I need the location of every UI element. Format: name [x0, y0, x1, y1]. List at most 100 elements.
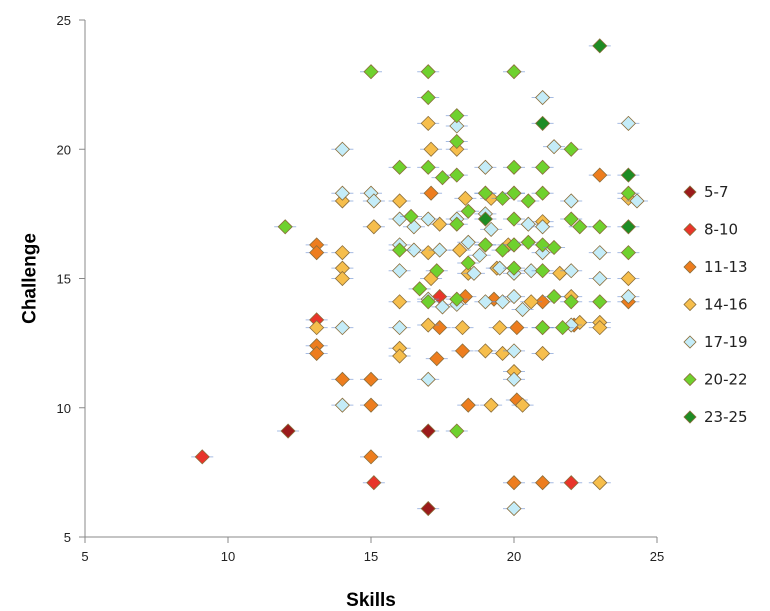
data-point [429, 263, 445, 279]
data-point [449, 291, 465, 307]
data-point [429, 351, 445, 367]
series-8-10 [191, 289, 583, 491]
data-point [546, 289, 562, 305]
data-point [494, 242, 511, 258]
data-point [520, 234, 536, 250]
data-point [552, 265, 568, 281]
data-point [506, 475, 522, 491]
series-23-25 [474, 38, 640, 235]
data-point [420, 371, 436, 387]
data-point [620, 167, 636, 183]
data-point [363, 64, 379, 80]
data-point [592, 294, 608, 310]
data-point [535, 294, 551, 310]
data-point [535, 245, 551, 261]
data-point [403, 208, 419, 225]
data-point [277, 219, 293, 235]
x-axis-title: Skills [346, 590, 396, 611]
data-point [592, 320, 608, 336]
y-tick-label: 15 [57, 272, 71, 287]
data-point [309, 320, 325, 336]
data-point [477, 211, 493, 227]
data-point [506, 500, 522, 517]
data-point [520, 193, 536, 209]
data-point [420, 64, 436, 80]
data-point [535, 159, 551, 175]
data-point [477, 237, 493, 253]
legend-label: 17-19 [704, 333, 748, 351]
legend-marker [683, 222, 697, 237]
series-14-16 [305, 115, 640, 491]
data-point [452, 242, 468, 258]
data-point [334, 371, 350, 387]
data-point [535, 115, 551, 131]
y-tick-label: 20 [57, 142, 71, 157]
legend-marker [683, 297, 697, 312]
data-point [546, 239, 562, 256]
data-point [392, 193, 408, 209]
series-11-13 [305, 167, 640, 491]
data-point [454, 343, 471, 359]
data-point [449, 108, 465, 124]
data-point [483, 221, 499, 237]
data-point [334, 270, 350, 287]
series-5-7 [277, 423, 440, 517]
data-point [392, 263, 408, 279]
data-point [432, 242, 448, 258]
data-point [366, 219, 382, 235]
data-point [420, 89, 436, 106]
data-point [420, 500, 436, 517]
data-point [392, 294, 408, 310]
data-point [449, 167, 465, 183]
data-point [592, 167, 608, 183]
data-point [392, 242, 408, 258]
data-point [592, 245, 608, 261]
x-tick-label: 20 [507, 549, 521, 564]
x-tick-label: 25 [650, 549, 664, 564]
data-point [506, 185, 522, 201]
data-point [492, 320, 508, 336]
data-point [506, 289, 522, 305]
data-point [506, 64, 522, 80]
data-point [434, 170, 451, 186]
data-point [535, 475, 551, 491]
data-point [535, 237, 551, 253]
data-point [506, 260, 522, 276]
data-point [309, 345, 325, 362]
data-point [334, 185, 350, 201]
x-tick-label: 10 [221, 549, 235, 564]
data-point [535, 263, 551, 279]
data-point [420, 115, 436, 131]
legend-marker [683, 335, 697, 349]
data-point [466, 265, 482, 281]
legend-marker [683, 372, 697, 387]
data-point [454, 320, 471, 336]
data-point [309, 245, 325, 261]
data-point [620, 115, 636, 131]
y-tick-label: 5 [64, 530, 71, 545]
data-point [592, 270, 608, 287]
data-point [334, 397, 350, 413]
data-point [563, 141, 579, 157]
data-point [555, 320, 571, 336]
data-point [363, 397, 379, 413]
data-point [535, 89, 551, 106]
data-point [629, 193, 645, 209]
y-tick-label: 25 [57, 13, 71, 28]
data-point [363, 371, 379, 387]
data-point [563, 193, 579, 209]
legend-label: 5-7 [704, 183, 729, 201]
axes: 5 10 15 20 25 5 10 15 20 25 [57, 13, 665, 564]
data-point [563, 263, 579, 279]
data-point [620, 289, 636, 305]
data-point [457, 190, 473, 206]
legend-label: 8-10 [704, 221, 738, 239]
data-point [460, 397, 476, 413]
data-point [477, 185, 493, 201]
data-point [334, 245, 350, 261]
data-point [406, 242, 422, 258]
legend-label: 14-16 [704, 296, 748, 314]
data-point [483, 397, 499, 413]
data-point [592, 475, 608, 491]
data-point [523, 263, 539, 279]
